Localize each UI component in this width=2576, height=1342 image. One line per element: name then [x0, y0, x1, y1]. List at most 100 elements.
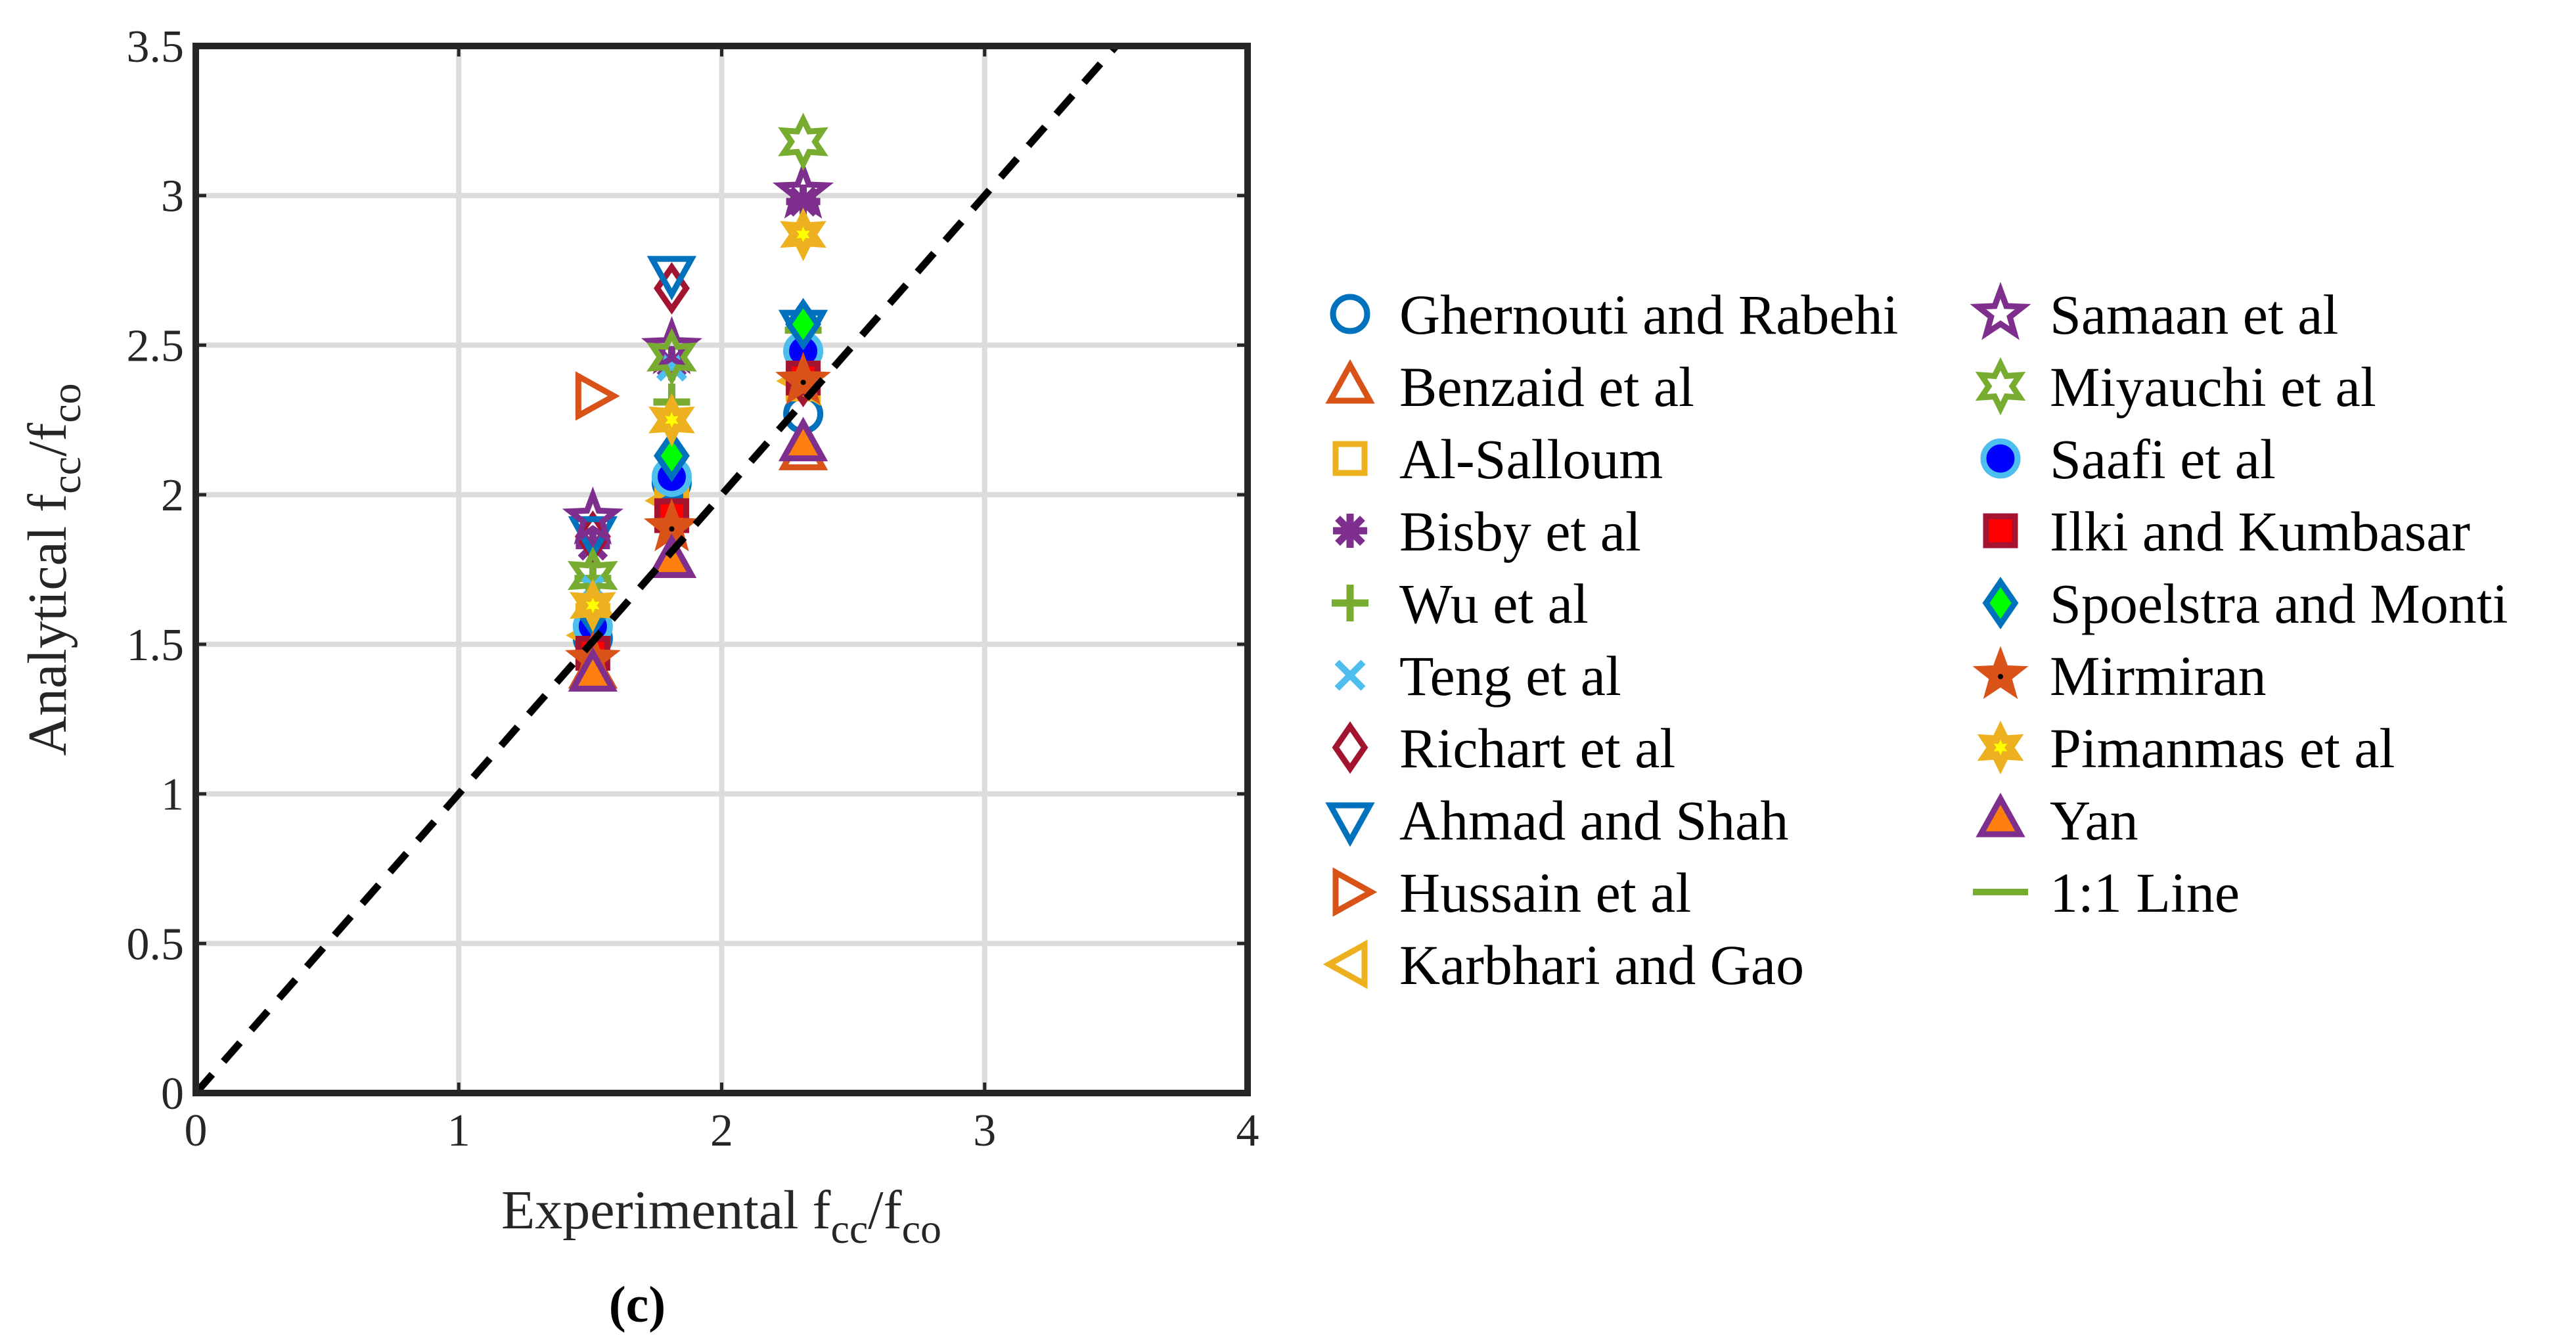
plot-area [192, 43, 1119, 1096]
x-tick-label: 2 [710, 1106, 733, 1156]
legend-label-richart-et-al: Richart et al [1399, 717, 1675, 780]
legend-swatch-teng-et-al [1334, 660, 1366, 691]
legend-entry-miyauchi-et-al: Miyauchi et al [1975, 355, 2376, 418]
legend-entry-pimanmas-et-al: Pimanmas et al [1977, 717, 2395, 780]
point-pimanmas-et-al-0 [569, 578, 616, 633]
x-tick-label: 4 [1236, 1106, 1259, 1156]
legend-swatch-wu-et-al [1332, 585, 1368, 621]
point-pimanmas-et-al-2 [780, 208, 826, 261]
point-pimanmas-et-al-1 [648, 393, 695, 447]
legend-entry-ilki-and-kumbasar: Ilki and Kumbasar [1983, 500, 2470, 563]
y-axis-label-main: Analytical f [17, 494, 78, 756]
point-pimanmas-et-al-2-center [796, 226, 810, 242]
legend-label-teng-et-al: Teng et al [1399, 644, 1621, 707]
point-yan-1 [646, 533, 697, 578]
legend-swatch-saafi-et-al [1980, 438, 2021, 479]
y-tick-label: 0 [161, 1069, 184, 1119]
legend-label-hussain-et-al: Hussain et al [1399, 861, 1691, 924]
caption-text: (c) [609, 1276, 666, 1333]
legend-swatch-pimanmas-et-al-center [1993, 740, 2008, 755]
legend-entry-bisby-et-al: Bisby et al [1333, 500, 1641, 563]
x-axis-label-sub1: cc [830, 1205, 868, 1252]
x-axis-label-sub2: co [902, 1205, 941, 1252]
point-mirmiran-1-dot [669, 526, 675, 532]
point-miyauchi-et-al-2 [778, 112, 828, 171]
legend: Ghernouti and Rabehi Benzaid et al Al-Sall… [1322, 281, 2508, 996]
legend-entry-karbhari-and-gao: Karbhari and Gao [1322, 933, 1804, 996]
x-tick-label: 1 [447, 1106, 470, 1156]
legend-entry-al-salloum: Al-Salloum [1332, 428, 1663, 491]
legend-label-bisby-et-al: Bisby et al [1399, 500, 1641, 563]
legend-swatch-pimanmas-et-al [1977, 721, 2024, 774]
y-tick-label: 2 [161, 470, 184, 521]
y-tick-label: 1.5 [127, 620, 185, 671]
legend-swatch-richart-et-al [1332, 721, 1368, 774]
legend-swatch-bisby-et-al [1333, 514, 1367, 548]
legend-swatch-bisby-et-al-ray-3 [1335, 516, 1365, 546]
legend-swatch-spoelstra-and-monti [1982, 577, 2019, 629]
legend-swatch-mirmiran-shape [1972, 646, 2029, 700]
x-axis-label-main: Experimental f [501, 1180, 830, 1241]
y-tick-label: 2.5 [127, 321, 185, 371]
y-axis-label-sub2: co [43, 383, 89, 422]
legend-swatch-ghernouti-and-rabehi [1330, 294, 1370, 334]
legend-swatch-yan [1976, 792, 2025, 838]
legend-entry-1-1-line: 1:1 Line [1973, 861, 2240, 924]
point-miyauchi-et-al-1 [646, 328, 697, 386]
y-axis-label: Analytical fcc/fco [17, 383, 89, 755]
y-tick-label: 3.5 [127, 22, 185, 72]
legend-entry-teng-et-al: Teng et al [1334, 644, 1621, 707]
legend-label-ghernouti-and-rabehi: Ghernouti and Rabehi [1399, 283, 1898, 346]
legend-label-pimanmas-et-al: Pimanmas et al [2050, 717, 2395, 780]
legend-swatch-ilki-and-kumbasar [1983, 513, 2018, 548]
point-samaan-et-al-2 [772, 160, 834, 219]
legend-swatch-teng-et-al-d2 [1334, 660, 1366, 691]
point-spoelstra-and-monti-2 [785, 298, 822, 351]
legend-entry-hussain-et-al: Hussain et al [1332, 861, 1691, 924]
legend-label-mirmiran: Mirmiran [2050, 644, 2267, 707]
legend-label-karbhari-and-gao: Karbhari and Gao [1399, 933, 1804, 996]
figure-caption: (c) [609, 1276, 666, 1333]
legend-entry-ahmad-and-shah: Ahmad and Shah [1325, 789, 1788, 852]
point-hussain-et-al-0 [575, 371, 620, 421]
legend-label-saafi-et-al: Saafi et al [2050, 428, 2276, 491]
legend-swatch-mirmiran [1972, 646, 2029, 700]
legend-label-wu-et-al: Wu et al [1399, 572, 1589, 635]
legend-label-ahmad-and-shah: Ahmad and Shah [1399, 789, 1788, 852]
series-hussain-et-al [575, 371, 620, 421]
point-mirmiran-2-shape [775, 351, 832, 405]
point-mirmiran-2-dot [800, 380, 806, 386]
legend-entry-wu-et-al: Wu et al [1332, 572, 1589, 635]
point-mirmiran-2 [775, 351, 832, 405]
point-pimanmas-et-al-1-center [665, 412, 679, 428]
point-yan-2 [778, 416, 828, 462]
point-spoelstra-and-monti-1 [653, 429, 690, 482]
legend-swatch-samaan-et-al [1970, 281, 2031, 340]
point-pimanmas-et-al-0-center [586, 597, 600, 614]
legend-entry-mirmiran: Mirmiran [1972, 644, 2267, 707]
axes-frame [192, 43, 1251, 1096]
point-samaan-et-al-0 [562, 486, 623, 545]
legend-swatch-al-salloum [1332, 441, 1368, 476]
x-axis-label-mid: /f [868, 1180, 901, 1241]
y-tick-label: 1 [161, 770, 184, 820]
axis-ticks: 0 1 2 3 4 0 0.5 1 1.5 2 2.5 3 3.5 [127, 22, 1259, 1156]
legend-entry-samaan-et-al: Samaan et al [1970, 281, 2338, 346]
x-axis-label: Experimental fcc/fco [501, 1180, 941, 1252]
legend-entry-ghernouti-and-rabehi: Ghernouti and Rabehi [1330, 283, 1898, 346]
point-yan-0 [568, 647, 618, 692]
legend-entry-yan: Yan [1976, 789, 2138, 852]
x-tick-label: 3 [973, 1106, 996, 1156]
legend-entry-richart-et-al: Richart et al [1332, 717, 1675, 780]
point-samaan-et-al-1 [641, 316, 703, 374]
legend-label-benzaid-et-al: Benzaid et al [1399, 355, 1694, 418]
series-samaan-et-al [562, 160, 834, 545]
legend-label-miyauchi-et-al: Miyauchi et al [2050, 355, 2376, 418]
legend-label-1-1-line: 1:1 Line [2050, 861, 2240, 924]
legend-entry-saafi-et-al: Saafi et al [1980, 428, 2276, 491]
legend-entry-spoelstra-and-monti: Spoelstra and Monti [1982, 572, 2508, 635]
legend-label-ilki-and-kumbasar: Ilki and Kumbasar [2050, 500, 2470, 563]
legend-entry-benzaid-et-al: Benzaid et al [1325, 355, 1694, 418]
